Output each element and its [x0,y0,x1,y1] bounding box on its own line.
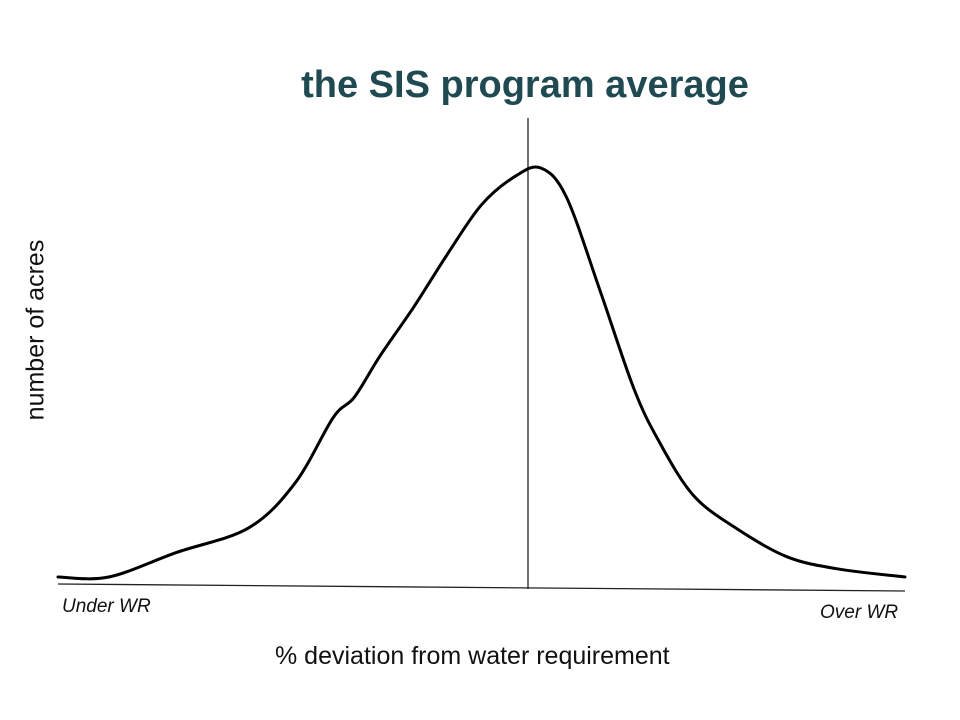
under-wr-label: Under WR [62,596,151,617]
over-wr-label: Over WR [820,602,899,623]
chart-title: the SIS program average [301,64,749,106]
x-axis-label: % deviation from water requirement [275,642,670,670]
distribution-curve [56,165,907,581]
y-axis-label: number of acres [21,239,50,421]
x-axis-line [57,583,906,592]
